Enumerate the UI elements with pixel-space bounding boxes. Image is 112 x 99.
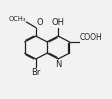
Text: COOH: COOH <box>79 33 102 42</box>
Text: OCH₃: OCH₃ <box>8 16 26 22</box>
Text: N: N <box>55 60 61 69</box>
Text: Br: Br <box>31 68 41 77</box>
Text: OH: OH <box>52 18 65 27</box>
Text: O: O <box>36 18 43 27</box>
